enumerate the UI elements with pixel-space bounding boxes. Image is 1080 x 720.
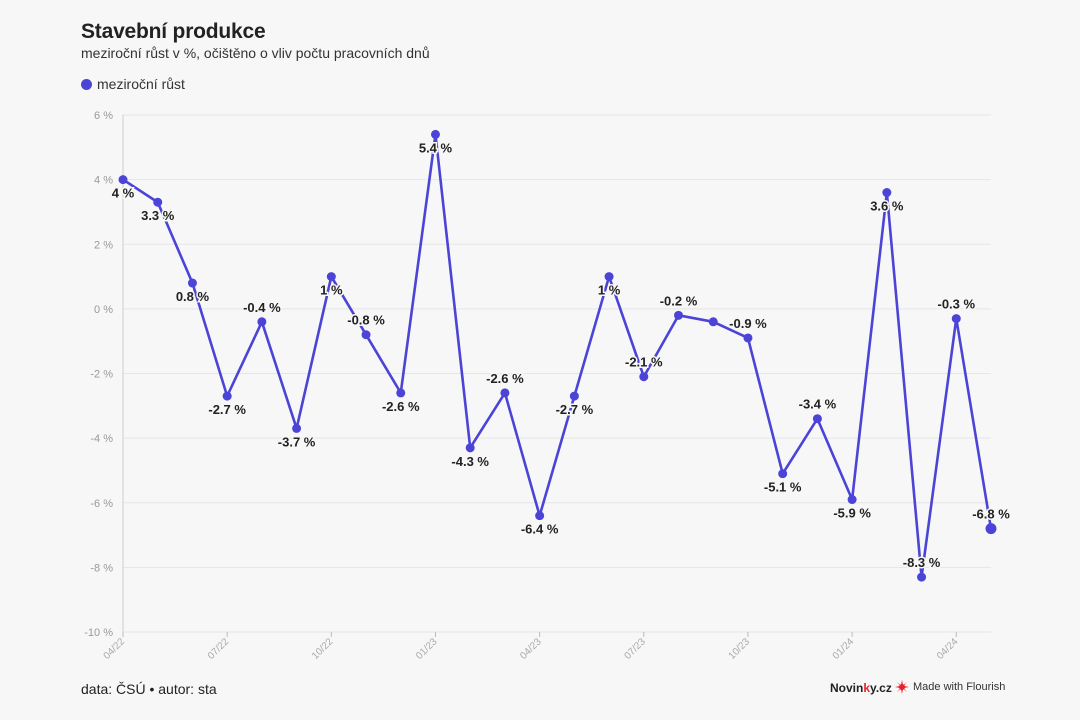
brand-text-end: y.cz (870, 681, 892, 695)
x-tick-label: 10/22 (310, 636, 336, 662)
data-point[interactable] (917, 572, 927, 582)
data-point[interactable] (500, 388, 510, 398)
data-point[interactable] (569, 391, 579, 401)
data-point[interactable] (985, 523, 997, 535)
data-point[interactable] (674, 310, 684, 320)
data-label: -3.4 % (799, 397, 837, 412)
data-point[interactable] (361, 330, 371, 340)
data-label: -6.4 % (521, 522, 559, 537)
y-tick-label: -4 % (90, 433, 113, 445)
data-label: 5.4 % (419, 140, 453, 155)
data-label: -0.8 % (347, 313, 385, 328)
data-point[interactable] (465, 443, 475, 453)
data-point[interactable] (257, 317, 267, 327)
y-tick-label: 6 % (94, 110, 113, 122)
data-point[interactable] (743, 333, 753, 343)
data-label: -0.4 % (243, 300, 281, 315)
data-point[interactable] (222, 391, 232, 401)
x-tick-label: 10/23 (727, 636, 753, 662)
data-label: 3.3 % (141, 208, 175, 223)
chart-title: Stavební produkce (81, 20, 266, 43)
y-tick-label: -6 % (90, 498, 113, 510)
data-label: -0.2 % (660, 293, 698, 308)
data-label: -5.9 % (833, 506, 871, 521)
brand-text-accent: k (863, 681, 871, 695)
source-note: data: ČSÚ • autor: sta (81, 681, 217, 697)
flourish-credit[interactable]: Made with Flourish (895, 680, 1005, 694)
series-line (122, 133, 993, 579)
legend-dot-icon (81, 78, 92, 90)
data-label: -2.7 % (556, 402, 594, 417)
y-tick-label: -2 % (90, 369, 113, 381)
data-label: -5.1 % (764, 480, 802, 495)
x-tick-label: 01/24 (831, 636, 857, 662)
data-label: -3.7 % (278, 434, 316, 449)
data-point[interactable] (639, 372, 649, 382)
data-point[interactable] (604, 272, 614, 282)
data-point[interactable] (326, 272, 336, 282)
data-label: -2.6 % (486, 371, 524, 386)
brand-text-start: Novin (830, 681, 864, 695)
data-point[interactable] (708, 317, 718, 327)
data-label: -6.8 % (972, 507, 1010, 522)
data-point[interactable] (153, 197, 163, 207)
y-tick-label: 0 % (94, 304, 113, 316)
x-tick-label: 04/24 (935, 636, 961, 662)
data-label: -0.3 % (937, 297, 975, 312)
data-label: 1 % (598, 283, 621, 298)
data-point[interactable] (812, 414, 822, 424)
data-label: -2.6 % (382, 399, 420, 414)
y-tick-label: 2 % (94, 239, 113, 251)
y-tick-label: 4 % (94, 175, 113, 187)
x-tick-label: 01/23 (414, 636, 440, 662)
data-point[interactable] (396, 388, 406, 398)
y-tick-label: -10 % (84, 627, 113, 639)
data-point[interactable] (187, 278, 197, 288)
x-tick-label: 07/23 (622, 636, 648, 662)
data-point[interactable] (951, 314, 961, 324)
brand-logo[interactable]: Novinky.cz (830, 681, 892, 695)
x-tick-label: 04/22 (102, 636, 128, 662)
data-point[interactable] (292, 423, 302, 433)
data-label: -8.3 % (903, 555, 941, 570)
data-label: 4 % (112, 186, 135, 201)
legend[interactable]: meziroční růst (81, 76, 185, 92)
data-label: 1 % (320, 283, 343, 298)
data-label: -2.7 % (208, 402, 246, 417)
y-tick-label: -8 % (90, 562, 113, 574)
data-point[interactable] (118, 175, 128, 185)
flourish-label: Made with Flourish (913, 681, 1006, 693)
flourish-burst-icon (895, 680, 909, 694)
x-tick-label: 04/23 (518, 636, 544, 662)
data-label: 3.6 % (870, 199, 904, 214)
data-label: -4.3 % (451, 454, 489, 469)
x-tick-label: 07/22 (206, 636, 232, 662)
data-label: 0.8 % (176, 289, 210, 304)
data-point[interactable] (778, 469, 788, 479)
data-label: -0.9 % (729, 316, 767, 331)
data-label: -2.1 % (625, 355, 663, 370)
data-point[interactable] (535, 511, 545, 521)
legend-label: meziroční růst (97, 76, 185, 92)
chart-subtitle: meziroční růst v %, očištěno o vliv počt… (81, 45, 430, 61)
data-point[interactable] (882, 188, 892, 198)
data-point[interactable] (847, 495, 857, 505)
data-point[interactable] (430, 129, 440, 139)
